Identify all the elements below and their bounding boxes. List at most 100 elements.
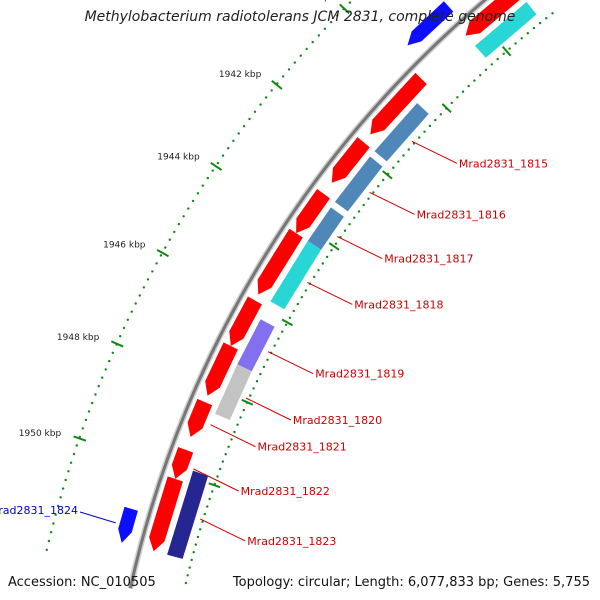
- inner-dotted-guide: [321, 262, 324, 265]
- kbp-tick: [339, 3, 350, 15]
- inner-dotted-guide: [545, 17, 548, 20]
- label-layer: Mrad2831_1815 Mrad2831_1816 Mrad2831_1817 M…: [0, 140, 548, 548]
- outer-dotted-guide: [264, 96, 268, 99]
- inner-dotted-guide: [526, 32, 529, 35]
- kbp-tick: [210, 161, 223, 171]
- inner-dotted-guide: [551, 12, 554, 15]
- kbp-tick-inner: [501, 46, 512, 57]
- genome-backbone: [128, 0, 488, 589]
- feature-block: [215, 364, 252, 420]
- outer-dotted-guide: [81, 427, 85, 430]
- inner-dotted-guide: [219, 467, 222, 471]
- outer-dotted-guide: [138, 294, 141, 297]
- gene-arrow: [118, 506, 138, 543]
- inner-dotted-guide: [450, 101, 453, 105]
- inner-dotted-guide: [227, 445, 230, 448]
- inner-dotted-guide: [221, 460, 225, 463]
- inner-dotted-guide: [402, 154, 405, 157]
- inner-dotted-guide: [407, 148, 410, 151]
- inner-dotted-guide: [348, 223, 351, 226]
- gene-label-leader: [79, 511, 116, 524]
- inner-dotted-guide: [262, 365, 266, 369]
- outer-dotted-guide: [259, 103, 262, 106]
- inner-dotted-guide: [397, 160, 400, 163]
- inner-dotted-guide: [208, 497, 211, 501]
- kbp-tick-inner: [441, 103, 452, 114]
- outer-dotted-guide: [101, 376, 104, 379]
- outer-dotted-guide: [104, 368, 107, 371]
- outer-dotted-guide: [253, 110, 257, 114]
- inner-dotted-guide: [392, 166, 395, 169]
- outer-dotted-guide: [45, 548, 48, 551]
- inner-dotted-guide: [334, 242, 338, 245]
- inner-dotted-guide: [255, 380, 259, 383]
- kbp-tick-inner: [382, 170, 393, 180]
- kbp-tick-inner: [328, 242, 340, 251]
- outer-dotted-guide: [56, 504, 60, 508]
- inner-dotted-guide: [479, 74, 482, 77]
- outer-dotted-guide: [47, 539, 51, 543]
- inner-dotted-guide: [300, 296, 303, 299]
- inner-dotted-guide: [252, 387, 255, 390]
- inner-dotted-guide: [236, 423, 239, 426]
- kbp-tick-label: 1944 kbp: [157, 153, 200, 163]
- inner-dotted-guide: [456, 96, 459, 99]
- inner-dotted-guide: [343, 229, 347, 232]
- inner-dotted-guide: [304, 289, 308, 292]
- inner-dotted-guide: [194, 543, 197, 546]
- inner-dotted-guide: [439, 113, 442, 116]
- inner-dotted-guide: [317, 269, 320, 272]
- kbp-tick-inner: [281, 318, 293, 327]
- outer-dotted-guide: [130, 310, 133, 313]
- inner-dotted-guide: [367, 197, 370, 200]
- feature-block: [237, 319, 275, 372]
- feature-block: [374, 103, 429, 162]
- inner-dotted-guide: [206, 505, 209, 508]
- outer-dotted-guide: [323, 27, 327, 30]
- gene-label: Mrad2831_1815: [459, 157, 548, 170]
- map-title: Methylobacterium radiotolerans JCM 2831,…: [84, 9, 516, 25]
- outer-dotted-guide: [293, 61, 296, 64]
- outer-dotted-guide: [305, 47, 308, 51]
- cds-arrow: [149, 476, 183, 552]
- outer-dotted-guide: [97, 384, 101, 388]
- kbp-tick: [110, 340, 124, 348]
- inner-dotted-guide: [288, 316, 292, 319]
- cds-arrow: [171, 447, 194, 479]
- outer-dotted-guide: [177, 222, 181, 226]
- inner-dotted-guide: [266, 358, 269, 361]
- inner-dotted-guide: [508, 47, 511, 50]
- inner-dotted-guide: [224, 453, 227, 456]
- kbp-tick-inner: [241, 398, 254, 406]
- inner-dotted-guide: [372, 191, 375, 194]
- outer-dotted-guide: [216, 161, 220, 165]
- feature-block: [270, 240, 322, 310]
- outer-dotted-guide: [134, 302, 137, 305]
- inner-dotted-guide: [188, 566, 191, 569]
- outer-dotted-guide: [187, 207, 190, 210]
- outer-dotted-guide: [49, 531, 53, 534]
- outer-dotted-guide: [311, 40, 314, 44]
- inner-dotted-guide: [532, 26, 536, 30]
- inner-dotted-guide: [184, 581, 188, 585]
- inner-dotted-guide: [192, 551, 195, 554]
- inner-dotted-guide: [473, 79, 476, 82]
- inner-dotted-guide: [538, 21, 542, 25]
- gene-label-leader: [245, 397, 292, 421]
- inner-dotted-guide: [418, 136, 421, 139]
- inner-dotted-guide: [203, 512, 206, 516]
- outer-dotted-guide: [211, 169, 214, 172]
- inner-dotted-guide: [186, 574, 189, 577]
- inner-dotted-guide: [423, 130, 426, 133]
- gene-label: Mrad2831_1818: [354, 298, 443, 311]
- outer-dotted-guide: [348, 1, 352, 4]
- inner-dotted-guide: [353, 216, 356, 219]
- gene-label-leader: [267, 351, 314, 375]
- outer-dotted-guide: [206, 176, 209, 180]
- cds-arrow: [465, 0, 520, 36]
- inner-dotted-guide: [496, 57, 499, 61]
- outer-dotted-guide: [91, 401, 94, 405]
- outer-dotted-guide: [87, 410, 91, 413]
- outer-dotted-guide: [182, 215, 185, 218]
